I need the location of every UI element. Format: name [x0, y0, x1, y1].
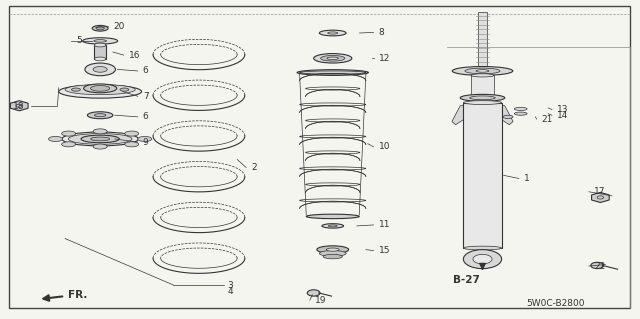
Ellipse shape — [120, 88, 129, 91]
Ellipse shape — [452, 67, 513, 75]
Ellipse shape — [476, 70, 489, 72]
Ellipse shape — [326, 248, 339, 251]
Polygon shape — [10, 101, 28, 111]
Ellipse shape — [323, 254, 342, 259]
Text: 10: 10 — [379, 142, 390, 151]
Ellipse shape — [96, 27, 104, 30]
Ellipse shape — [91, 137, 109, 141]
Text: B-27: B-27 — [453, 275, 480, 285]
Ellipse shape — [95, 43, 106, 47]
Ellipse shape — [91, 85, 109, 91]
Text: 6: 6 — [143, 112, 148, 121]
Ellipse shape — [327, 57, 339, 60]
Ellipse shape — [328, 32, 338, 34]
Ellipse shape — [125, 131, 139, 136]
Text: 1: 1 — [524, 174, 530, 183]
Ellipse shape — [95, 57, 106, 61]
Bar — [471, 75, 494, 96]
Bar — [95, 45, 106, 59]
Ellipse shape — [62, 132, 138, 146]
Ellipse shape — [322, 224, 344, 228]
Ellipse shape — [321, 56, 345, 61]
Text: 5W0C-B2800: 5W0C-B2800 — [527, 299, 585, 308]
Ellipse shape — [49, 137, 63, 141]
Circle shape — [591, 262, 604, 269]
Polygon shape — [489, 103, 513, 125]
Ellipse shape — [93, 67, 107, 72]
Ellipse shape — [59, 85, 141, 98]
Ellipse shape — [503, 115, 513, 118]
Ellipse shape — [92, 26, 108, 31]
Polygon shape — [591, 192, 609, 203]
Text: 16: 16 — [129, 51, 140, 60]
Ellipse shape — [93, 144, 107, 149]
Ellipse shape — [471, 74, 494, 77]
Text: 21: 21 — [541, 115, 553, 123]
Ellipse shape — [125, 142, 139, 147]
Text: 4: 4 — [228, 287, 233, 296]
Ellipse shape — [94, 40, 106, 42]
Ellipse shape — [306, 214, 359, 219]
Bar — [463, 103, 502, 248]
Text: 15: 15 — [379, 246, 390, 255]
Text: 8: 8 — [379, 28, 385, 37]
Text: 14: 14 — [557, 111, 568, 120]
Ellipse shape — [138, 137, 152, 141]
Ellipse shape — [297, 70, 369, 75]
Circle shape — [307, 290, 320, 296]
Ellipse shape — [470, 96, 495, 100]
Ellipse shape — [314, 54, 352, 63]
Ellipse shape — [515, 107, 527, 110]
Ellipse shape — [463, 246, 502, 250]
Ellipse shape — [319, 250, 346, 256]
Text: 12: 12 — [379, 54, 390, 63]
Circle shape — [473, 254, 492, 264]
Text: FR.: FR. — [68, 290, 88, 300]
Ellipse shape — [463, 101, 502, 105]
Ellipse shape — [61, 131, 76, 136]
Text: 3: 3 — [228, 280, 234, 290]
Text: 9: 9 — [143, 137, 148, 147]
Ellipse shape — [95, 114, 106, 117]
Text: 22: 22 — [594, 262, 605, 271]
Circle shape — [463, 250, 502, 269]
Ellipse shape — [317, 246, 349, 253]
Ellipse shape — [465, 68, 500, 74]
Ellipse shape — [84, 84, 116, 93]
Ellipse shape — [68, 134, 132, 144]
Ellipse shape — [88, 112, 113, 119]
Ellipse shape — [328, 225, 337, 227]
Bar — [478, 12, 487, 69]
Ellipse shape — [83, 38, 118, 44]
Text: 6: 6 — [143, 66, 148, 76]
Text: 19: 19 — [315, 296, 326, 305]
Ellipse shape — [65, 85, 135, 95]
Text: 17: 17 — [594, 187, 605, 196]
Text: 5: 5 — [77, 36, 83, 45]
Ellipse shape — [93, 129, 107, 134]
Text: 2: 2 — [251, 163, 257, 172]
Text: 18: 18 — [13, 102, 24, 111]
Text: 11: 11 — [379, 220, 390, 229]
Text: 20: 20 — [113, 22, 125, 31]
Text: 7: 7 — [143, 92, 148, 101]
Ellipse shape — [72, 88, 81, 91]
Ellipse shape — [81, 135, 119, 143]
Ellipse shape — [61, 142, 76, 147]
Ellipse shape — [85, 63, 115, 76]
Ellipse shape — [319, 30, 346, 36]
Text: 13: 13 — [557, 105, 568, 114]
Polygon shape — [452, 103, 476, 125]
Ellipse shape — [515, 112, 527, 115]
Ellipse shape — [460, 94, 505, 101]
Ellipse shape — [471, 95, 494, 98]
